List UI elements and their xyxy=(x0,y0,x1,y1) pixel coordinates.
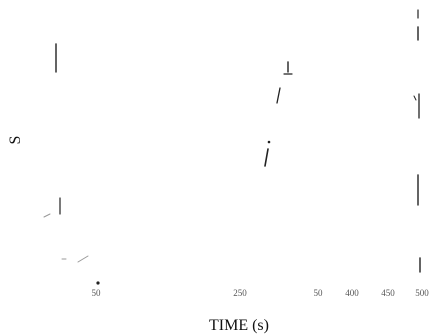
data-mark-9 xyxy=(276,87,281,104)
data-mark-11 xyxy=(267,140,271,144)
x-tick-label-3: 50 xyxy=(314,288,324,298)
data-mark-14 xyxy=(413,95,417,101)
y-axis-label: S xyxy=(7,136,24,145)
x-axis-label: TIME (s) xyxy=(209,317,269,334)
data-mark-6 xyxy=(96,281,100,285)
data-mark-10 xyxy=(264,148,269,167)
x-tick-label-2: 250 xyxy=(233,288,247,298)
x-tick-label-5: 450 xyxy=(381,288,395,298)
data-mark-3 xyxy=(43,213,51,218)
data-mark-5 xyxy=(77,255,89,263)
x-tick-label-1: 50 xyxy=(92,288,102,298)
x-tick-label-6: 500 xyxy=(415,288,429,298)
x-tick-label-4: 400 xyxy=(345,288,359,298)
